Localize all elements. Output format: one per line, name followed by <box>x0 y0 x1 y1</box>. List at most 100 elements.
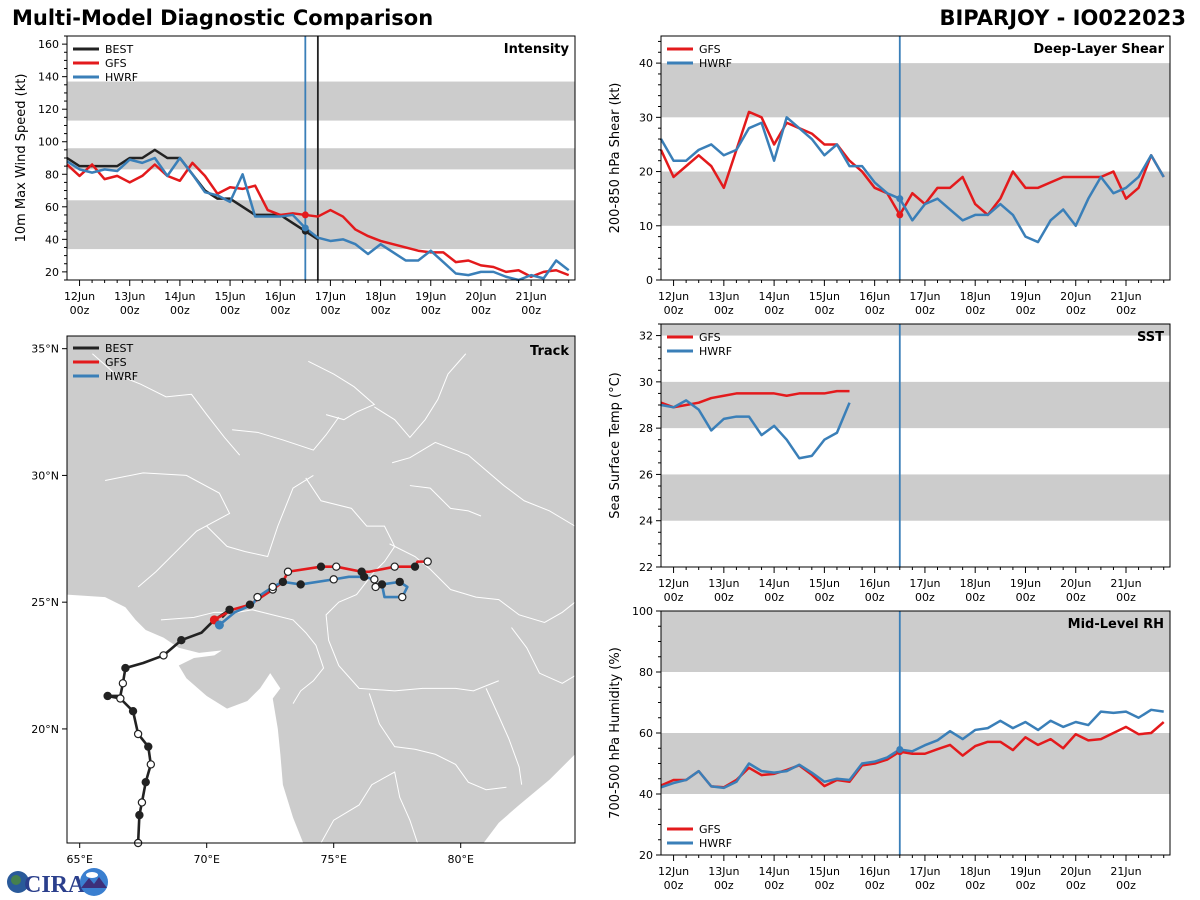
main-title: Multi-Model Diagnostic Comparison <box>12 6 434 30</box>
x-tick-label-date: 18Jun <box>960 865 991 878</box>
y-axis-label: 700-500 hPa Humidity (%) <box>608 647 623 819</box>
x-tick-label-date: 15Jun <box>214 290 245 303</box>
x-tick-label-hour: 00z <box>220 304 240 317</box>
state-border <box>232 416 340 451</box>
state-border <box>92 353 241 456</box>
y-tick-label: 140 <box>38 71 59 84</box>
series-line-gfs <box>659 110 1165 217</box>
series-line-gfs <box>660 721 1165 789</box>
x-tick-label-hour: 00z <box>814 591 834 604</box>
y-tick-label: 30°N <box>31 469 59 482</box>
shear-chart: 01020304012Jun00z13Jun00z14Jun00z15Jun00… <box>608 35 1171 317</box>
x-tick-label-date: 16Jun <box>859 290 890 303</box>
panel-title: Intensity <box>504 42 570 57</box>
series-line-hwrf <box>660 708 1164 790</box>
state-border <box>305 477 499 692</box>
series-line-hwrf <box>660 399 851 460</box>
x-tick-label-hour: 00z <box>1116 879 1136 892</box>
track-point-best <box>133 729 143 739</box>
y-tick-label: 100 <box>38 136 59 149</box>
legend-label-gfs: GFS <box>699 823 721 836</box>
x-tick-label-date: 20Jun <box>1060 865 1091 878</box>
threshold-band <box>661 474 1170 521</box>
y-tick-label: 20 <box>45 266 59 279</box>
init-marker-gfs <box>301 211 309 219</box>
rh-chart: 2040608010012Jun00z13Jun00z14Jun00z15Jun… <box>608 605 1171 892</box>
threshold-band <box>661 381 1170 429</box>
x-tick-label-hour: 00z <box>814 879 834 892</box>
x-tick-label-hour: 00z <box>714 879 734 892</box>
x-tick-label-date: 15Jun <box>809 290 840 303</box>
x-tick-label-date: 21Jun <box>1110 577 1141 590</box>
y-tick-label: 20 <box>639 166 653 179</box>
x-tick-label-date: 13Jun <box>708 290 739 303</box>
x-tick-label-hour: 00z <box>764 304 784 317</box>
state-border <box>160 609 325 704</box>
track-point-gfs <box>423 557 432 566</box>
panel-title: Mid-Level RH <box>1068 617 1164 632</box>
x-tick-label-date: 19Jun <box>1010 865 1041 878</box>
x-tick-label-hour: 00z <box>371 304 391 317</box>
x-tick-label-hour: 00z <box>1116 591 1136 604</box>
track-point-best <box>103 691 112 701</box>
legend-label-best: BEST <box>105 342 133 355</box>
track-point-best <box>118 679 128 688</box>
track-point-hwrf <box>377 580 387 589</box>
land-area <box>67 336 575 843</box>
y-tick-label: 25°N <box>31 596 59 609</box>
track-point-hwrf <box>359 572 369 582</box>
x-tick-label: 75°E <box>320 853 346 866</box>
track-point-gfs <box>283 567 293 576</box>
track-point-gfs <box>410 562 420 571</box>
x-tick-label-hour: 00z <box>70 304 90 317</box>
track-point-best <box>121 663 130 673</box>
x-tick-label-hour: 00z <box>521 304 541 317</box>
y-tick-label: 160 <box>38 38 59 51</box>
track-point-best <box>225 605 234 614</box>
state-border <box>320 771 418 844</box>
state-border <box>374 353 467 439</box>
x-tick-label-hour: 00z <box>965 591 985 604</box>
x-tick-label-hour: 00z <box>321 304 341 317</box>
x-tick-label-hour: 00z <box>714 591 734 604</box>
state-border <box>308 360 376 421</box>
x-tick-label-date: 21Jun <box>1110 290 1141 303</box>
threshold-band <box>67 81 575 121</box>
x-tick-label-hour: 00z <box>1066 879 1086 892</box>
legend-label-gfs: GFS <box>699 43 721 56</box>
x-tick-label-date: 19Jun <box>415 290 446 303</box>
storm-title: BIPARJOY - IO022023 <box>939 6 1186 30</box>
init-marker-hwrf <box>896 745 904 753</box>
state-border <box>391 441 576 527</box>
x-tick-label-date: 12Jun <box>64 290 95 303</box>
x-tick-label-date: 13Jun <box>708 865 739 878</box>
track-point-best <box>159 651 168 660</box>
state-border <box>105 472 231 588</box>
x-tick-label-date: 13Jun <box>708 577 739 590</box>
plot-frame <box>660 35 1171 281</box>
y-tick-label: 32 <box>639 330 653 343</box>
y-axis-label: Sea Surface Temp (°C) <box>608 372 623 519</box>
state-border <box>511 627 576 684</box>
y-tick-label: 30 <box>639 111 653 124</box>
x-tick-label-hour: 00z <box>1066 591 1086 604</box>
x-tick-label-date: 14Jun <box>164 290 195 303</box>
x-tick-label: 70°E <box>193 853 219 866</box>
y-tick-label: 100 <box>632 605 653 618</box>
intensity-chart: 2040608010012014016012Jun00z13Jun00z14Ju… <box>14 35 576 317</box>
legend-label-hwrf: HWRF <box>699 345 732 358</box>
x-tick-label-hour: 00z <box>170 304 190 317</box>
x-tick-label-date: 21Jun <box>1110 865 1141 878</box>
x-tick-label-hour: 00z <box>714 304 734 317</box>
y-tick-label: 120 <box>38 103 59 116</box>
y-tick-label: 40 <box>639 788 653 801</box>
x-tick-label-date: 17Jun <box>909 865 940 878</box>
series-line-hwrf <box>66 156 570 282</box>
track-point-gfs <box>278 577 288 587</box>
threshold-band <box>67 200 575 250</box>
track-point-best <box>144 742 153 751</box>
x-tick-label-hour: 00z <box>1066 304 1086 317</box>
y-tick-label: 22 <box>639 561 653 574</box>
x-tick-label-hour: 00z <box>865 591 885 604</box>
x-tick-label-date: 12Jun <box>658 290 689 303</box>
